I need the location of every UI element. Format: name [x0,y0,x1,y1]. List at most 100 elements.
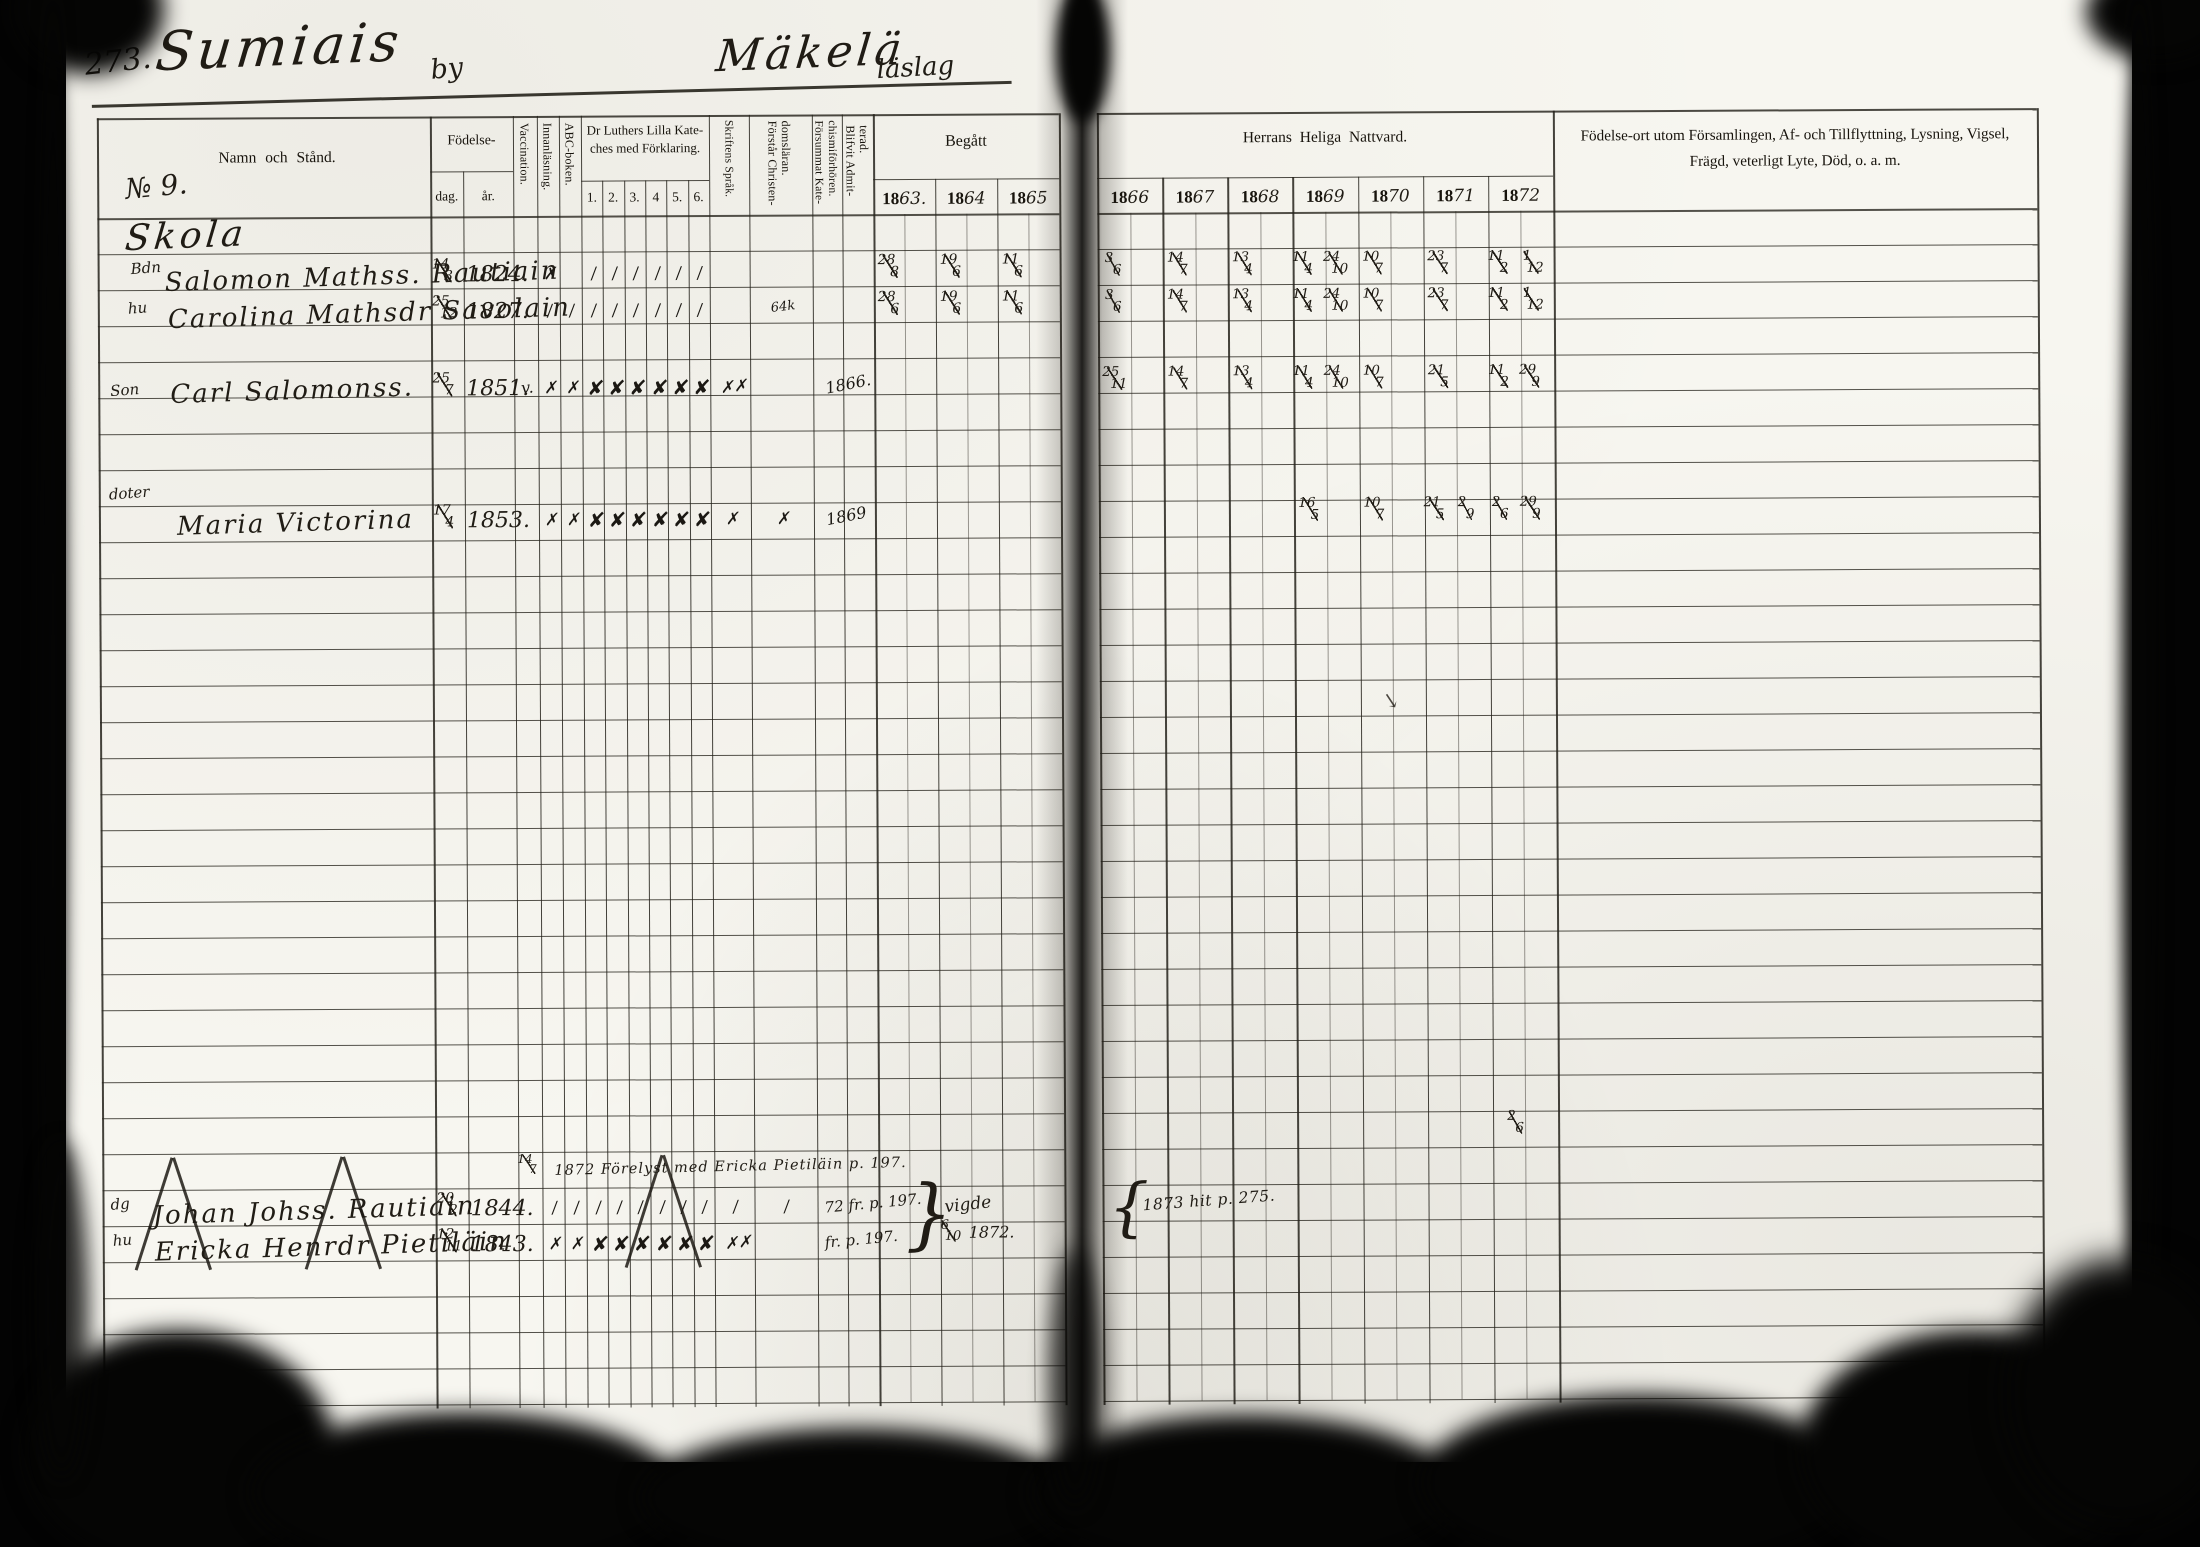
communion-date: 16 5 [1298,494,1320,523]
scan-edge-left-bottom [34,1140,89,1480]
ink-mark: ✘ [692,508,711,532]
year-handwritten: 69 [1322,186,1345,207]
understands-header: Förstår Christen- domsläran. [765,120,794,206]
ink-mark: / [568,300,576,320]
ink-mark: ✗ [547,1233,563,1254]
scan-edge-bottom-4 [1420,1395,1860,1547]
rule-line [430,171,514,173]
reading-header: Innanläsning. [540,122,555,191]
rule-line [1097,316,2038,323]
communion-date: 11 4 [1292,286,1313,314]
abc-book-header: ABC-boken. [562,122,577,186]
column-line [1552,110,1562,1403]
birth-day: 25 12 [432,293,458,321]
notes-column-header-line2: Frägd, veterligt Lyte, Död, o. a. m. [1689,151,1901,170]
communion-year-header: 1872 [1501,185,1541,206]
rule-line [103,1329,1066,1336]
birth-header: Födelse- [447,133,496,149]
notes-column-header-line1: Födelse-ort utom Församlingen, Af- och T… [1580,125,2010,145]
date-fraction: 14 7 [1166,249,1188,278]
catechism-col-number: 3. [629,189,640,205]
year-handwritten: 72 [1518,185,1541,206]
communion-date: 23 7 [1427,248,1448,276]
rule-line [1099,640,2040,647]
rule-line [873,178,1060,181]
column-line [748,114,757,1407]
rule-line [100,789,1063,796]
begatt-date: 19 6 [940,252,962,280]
rule-line [1097,175,1554,180]
communion-year-header: 1870 [1371,186,1410,207]
date-fraction: 13 4 [1232,363,1254,391]
date-fraction: 14 7 [1167,363,1189,392]
title-underline [91,80,1012,108]
record-name: Carl Salomonss. [169,372,415,411]
begatt-date: 19 6 [939,288,962,317]
communion-year-header: 1867 [1175,187,1215,208]
ink-mark: / [632,300,640,320]
birth-day-header: dag. [435,188,459,204]
begatt-header: Begått [945,132,987,150]
rule-line [1097,280,2038,287]
scan-edge-bottom-1 [250,1412,680,1547]
date-fraction: 10 7 [1362,362,1384,391]
begatt-year-header: 1864 [946,188,986,209]
ink-mark: ✗✗ [719,375,749,398]
date-fraction: 10 7 [1362,248,1384,277]
birth-year: 1843. [470,1231,534,1258]
moved-note: 1873 hit p. 275. [1141,1186,1276,1215]
rule-line [98,357,1061,364]
date-fraction: 28 6 [877,289,900,318]
date-fraction: 11 6 [1001,288,1024,317]
scan-fold-bottom-smudge [1050,1248,1100,1508]
communion-date: 23 7 [1427,285,1448,313]
date-fraction: 17 4 [432,502,455,531]
date-fraction: 29 9 [1519,493,1541,522]
birth-year: 1824. [465,261,529,288]
birth-day: 14 3 [432,256,454,284]
birth-day: 25 7 [432,370,454,399]
date-fraction: 19 6 [939,288,962,317]
communion-date: 10 7 [1362,248,1384,277]
rule-line [99,717,1062,724]
ink-mark: / [696,299,704,320]
rule-line [101,933,1064,940]
date-fraction: 13 4 [1231,249,1253,277]
scripture-header: Skriftens Språk. [722,119,735,198]
rule-line [1098,352,2039,359]
ink-mark: ✗ [542,377,558,398]
year-handwritten: 66 [1127,187,1150,208]
catechism-col-number: 6. [693,189,704,205]
column-line [872,114,882,1407]
date-fraction: 20 2 [436,1190,458,1219]
communion-year-header: 1871 [1436,186,1475,207]
date-fraction: 16 5 [1298,494,1320,523]
admitted-year-mark: 1869 [824,502,869,530]
column-line [1520,210,1528,1399]
rule-line [1100,784,2041,791]
date-fraction: 25 7 [432,370,454,399]
ink-mark: v. [520,377,535,398]
rule-line [1101,1036,2042,1043]
rule-line [1101,928,2042,935]
series-number: № 9. [123,167,189,206]
birth-year: 1853. [466,507,530,534]
ink-mark: ✗ [564,377,580,398]
communion-date: 29 9 [1519,493,1541,522]
rule-line [1102,1144,2043,1151]
date-fraction: 24 10 [1323,362,1349,391]
catechism-col-number: 5. [672,189,683,205]
rule-line [1098,496,2039,503]
missed-catechism-header: Försummat Kate- chismiförhören. [812,120,839,205]
scan-fold-top-smudge [1056,0,1110,122]
ink-mark: ✘ [627,376,646,401]
ink-mark: ✘ [628,508,647,533]
communion-date: 10 7 [1362,362,1384,391]
ink-mark: / [589,300,598,320]
